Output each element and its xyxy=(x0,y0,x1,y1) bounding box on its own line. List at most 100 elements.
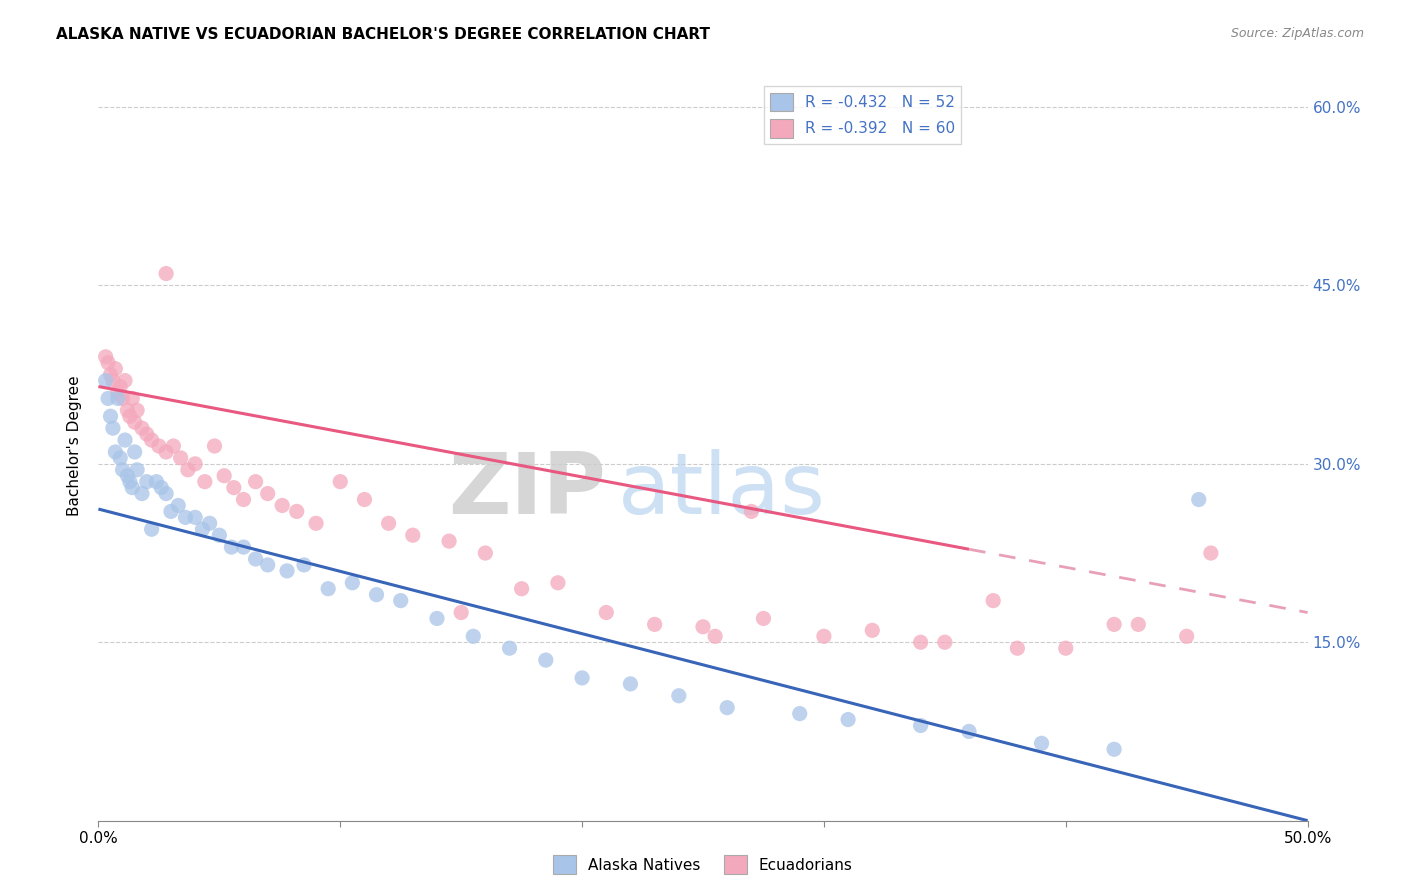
Legend: R = -0.432   N = 52, R = -0.392   N = 60: R = -0.432 N = 52, R = -0.392 N = 60 xyxy=(763,87,962,144)
Point xyxy=(111,463,134,477)
Point xyxy=(1175,629,1198,643)
Point xyxy=(271,499,294,513)
Point xyxy=(108,450,131,465)
Point xyxy=(194,475,217,489)
Point xyxy=(934,635,956,649)
Point xyxy=(101,421,124,435)
Text: Source: ZipAtlas.com: Source: ZipAtlas.com xyxy=(1230,27,1364,40)
Point xyxy=(813,629,835,643)
Point xyxy=(221,540,243,554)
Point xyxy=(121,392,143,406)
Point xyxy=(114,433,136,447)
Point xyxy=(94,374,117,388)
Point xyxy=(276,564,298,578)
Point xyxy=(342,575,364,590)
Text: atlas: atlas xyxy=(619,450,827,533)
Point xyxy=(232,540,254,554)
Point xyxy=(619,677,641,691)
Point xyxy=(668,689,690,703)
Point xyxy=(111,392,134,406)
Point xyxy=(285,504,308,518)
Point xyxy=(256,486,278,500)
Point xyxy=(100,409,122,424)
Point xyxy=(108,379,131,393)
Point xyxy=(212,468,235,483)
Point xyxy=(510,582,533,596)
Point xyxy=(124,415,146,429)
Point xyxy=(752,611,775,625)
Point xyxy=(437,534,460,549)
Point xyxy=(740,504,762,518)
Point xyxy=(789,706,811,721)
Point xyxy=(204,439,226,453)
Point xyxy=(910,718,932,732)
Point xyxy=(474,546,496,560)
Point xyxy=(534,653,557,667)
Point xyxy=(316,582,339,596)
Point xyxy=(169,450,191,465)
Point xyxy=(305,516,328,531)
Point xyxy=(450,606,472,620)
Point xyxy=(177,463,200,477)
Point xyxy=(155,267,177,281)
Point xyxy=(124,445,146,459)
Legend: Alaska Natives, Ecuadorians: Alaska Natives, Ecuadorians xyxy=(547,849,859,880)
Point xyxy=(184,510,207,524)
Point xyxy=(118,475,141,489)
Text: ALASKA NATIVE VS ECUADORIAN BACHELOR'S DEGREE CORRELATION CHART: ALASKA NATIVE VS ECUADORIAN BACHELOR'S D… xyxy=(56,27,710,42)
Point xyxy=(1007,641,1029,656)
Point xyxy=(329,475,352,489)
Point xyxy=(498,641,520,656)
Point xyxy=(100,368,122,382)
Point xyxy=(162,439,184,453)
Point xyxy=(704,629,727,643)
Point xyxy=(402,528,425,542)
Point xyxy=(644,617,666,632)
Point xyxy=(245,552,267,566)
Point xyxy=(101,374,124,388)
Point xyxy=(547,575,569,590)
Point xyxy=(1054,641,1077,656)
Point xyxy=(114,374,136,388)
Point xyxy=(1102,742,1125,756)
Point xyxy=(118,409,141,424)
Point xyxy=(981,593,1004,607)
Point xyxy=(148,439,170,453)
Y-axis label: Bachelor's Degree: Bachelor's Degree xyxy=(67,376,83,516)
Point xyxy=(94,350,117,364)
Point xyxy=(366,588,388,602)
Point xyxy=(167,499,190,513)
Point xyxy=(692,620,714,634)
Point xyxy=(1031,736,1053,750)
Point xyxy=(292,558,315,572)
Point xyxy=(155,486,177,500)
Point xyxy=(135,427,157,442)
Point xyxy=(131,486,153,500)
Point xyxy=(1102,617,1125,632)
Point xyxy=(1199,546,1222,560)
Point xyxy=(860,624,883,638)
Point xyxy=(104,361,127,376)
Point xyxy=(155,445,177,459)
Point xyxy=(160,504,183,518)
Point xyxy=(426,611,449,625)
Point xyxy=(117,468,139,483)
Point xyxy=(97,356,120,370)
Point xyxy=(1188,492,1211,507)
Point xyxy=(145,475,167,489)
Point xyxy=(716,700,738,714)
Point xyxy=(184,457,207,471)
Point xyxy=(127,463,149,477)
Point xyxy=(957,724,980,739)
Point xyxy=(174,510,197,524)
Point xyxy=(256,558,278,572)
Point xyxy=(245,475,267,489)
Point xyxy=(571,671,593,685)
Point xyxy=(198,516,221,531)
Point xyxy=(117,403,139,417)
Point xyxy=(595,606,617,620)
Point xyxy=(141,433,163,447)
Point xyxy=(910,635,932,649)
Point xyxy=(232,492,254,507)
Point xyxy=(377,516,399,531)
